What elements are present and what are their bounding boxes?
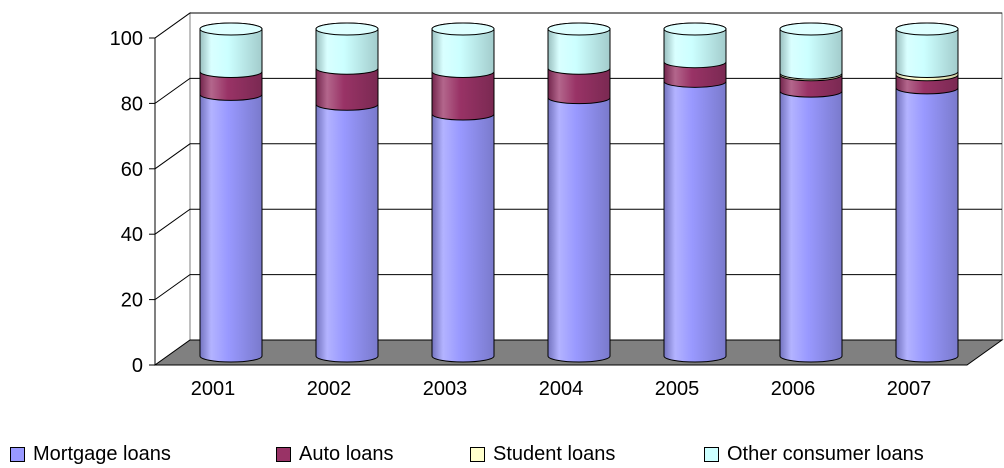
- legend-swatch: [276, 446, 291, 462]
- x-tick-label: 2001: [191, 378, 236, 400]
- gridline: [154, 274, 1002, 301]
- bar-top-cap: [199, 22, 263, 36]
- x-tick-label: 2004: [539, 378, 584, 400]
- bar-segment: [431, 107, 495, 363]
- bar-stack: [199, 22, 263, 363]
- gridline: [154, 208, 1002, 235]
- bars: [199, 22, 959, 363]
- y-tick-label: 60: [121, 159, 143, 181]
- y-tick-label: 0: [132, 355, 143, 377]
- bar-top-cap: [895, 22, 959, 36]
- x-tick-label: 2005: [655, 378, 700, 400]
- bar-segment: [779, 84, 843, 363]
- x-tick-label: 2002: [307, 378, 352, 400]
- bar-stack: [431, 22, 495, 363]
- legend-label: Other consumer loans: [727, 442, 924, 465]
- bar-stack: [547, 22, 611, 363]
- legend-swatch: [470, 446, 485, 462]
- legend: Mortgage loans Auto loans Student loans …: [0, 438, 1004, 468]
- y-tick-label: 100: [110, 28, 143, 50]
- gridlines: [154, 12, 1002, 301]
- x-tick-label: 2003: [423, 378, 468, 400]
- y-tick-label: 20: [121, 290, 143, 312]
- bar-segment: [663, 74, 727, 363]
- legend-item-auto-loans: Auto loans: [276, 442, 394, 466]
- legend-item-mortgage-loans: Mortgage loans: [10, 442, 171, 466]
- legend-swatch: [10, 446, 25, 462]
- x-tick-label: 2006: [771, 378, 816, 400]
- bar-top-cap: [663, 22, 727, 36]
- bar-stack: [315, 22, 379, 363]
- legend-label: Auto loans: [299, 442, 394, 465]
- side-wall: [154, 12, 191, 366]
- bar-top-cap: [315, 22, 379, 36]
- bar-top-cap: [779, 22, 843, 36]
- x-tick-label: 2007: [887, 378, 932, 400]
- bar-stack: [663, 22, 727, 363]
- bar-segment: [895, 81, 959, 363]
- bar-segment: [199, 87, 263, 363]
- gridline: [154, 77, 1002, 104]
- legend-item-other-consumer-loans: Other consumer loans: [704, 442, 924, 466]
- y-tick-label: 40: [121, 224, 143, 246]
- bar-segment: [315, 97, 379, 363]
- legend-swatch: [704, 446, 719, 462]
- legend-label: Mortgage loans: [33, 442, 171, 465]
- y-axis-ticks: 0 20 40 60 80 100: [110, 28, 155, 377]
- legend-label: Student loans: [493, 442, 616, 465]
- bar-top-cap: [431, 22, 495, 36]
- bar-stack: [895, 22, 959, 363]
- bar-top-cap: [547, 22, 611, 36]
- gridline: [154, 12, 1002, 39]
- bar-stack: [779, 22, 843, 363]
- y-tick-label: 80: [121, 93, 143, 115]
- x-axis-ticks: 2001 2002 2003 2004 2005 2006 2007: [191, 378, 932, 400]
- gridline: [154, 143, 1002, 170]
- legend-item-student-loans: Student loans: [470, 442, 615, 466]
- bar-segment: [547, 91, 611, 363]
